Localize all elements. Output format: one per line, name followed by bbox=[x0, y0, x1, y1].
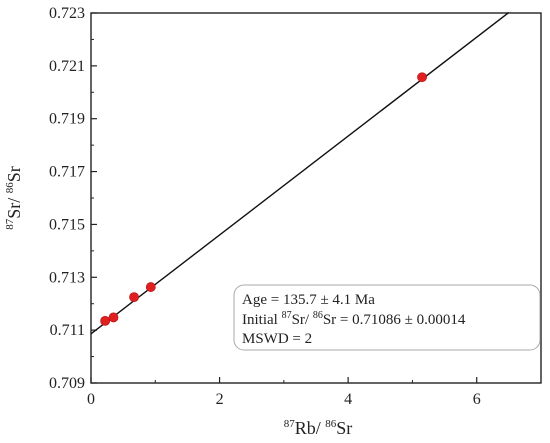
annotation-initial-prefix: Initial bbox=[242, 312, 282, 328]
x-tick-label: 0 bbox=[87, 391, 95, 408]
y-axis-title: 87Sr/ 86Sr bbox=[4, 166, 24, 230]
annotation-initial-sup2: 86 bbox=[313, 310, 323, 321]
x-axis-title: 87Rb/ 86Sr bbox=[284, 418, 353, 438]
y-tick-label: 0.723 bbox=[49, 5, 85, 22]
annotation-initial-mid: Sr/ bbox=[292, 312, 313, 328]
data-point bbox=[108, 312, 119, 323]
regression-line-group bbox=[90, 11, 510, 335]
y-tick-label: 0.713 bbox=[49, 269, 85, 286]
data-point bbox=[100, 315, 111, 326]
y-axis-title-base2: Sr bbox=[4, 166, 24, 182]
y-axis-title-sup2: 86 bbox=[4, 182, 16, 194]
y-tick-label: 0.719 bbox=[49, 111, 85, 128]
data-point bbox=[417, 72, 427, 83]
x-axis-title-base2: Sr bbox=[336, 418, 352, 438]
isochron-regression-line bbox=[90, 11, 510, 335]
y-tick-label: 0.717 bbox=[49, 164, 85, 181]
x-axis-title-sup1: 87 bbox=[284, 418, 296, 430]
y-axis-title-base1: Sr/ bbox=[4, 193, 24, 219]
y-axis-ticks: 0.709 0.711 0.713 0.715 0.717 0.719 0.721 0.723 bbox=[49, 5, 97, 392]
data-points bbox=[100, 72, 427, 326]
annotation-initial-sup1: 87 bbox=[282, 310, 292, 321]
y-tick-label: 0.709 bbox=[49, 375, 85, 392]
annotation-mswd: MSWD = 2 bbox=[242, 331, 312, 347]
y-axis-title-sup1: 87 bbox=[4, 218, 16, 230]
x-tick-label: 6 bbox=[473, 391, 481, 408]
annotation-initial-suffix: Sr = 0.71086 ± 0.00014 bbox=[323, 312, 466, 328]
y-tick-label: 0.715 bbox=[49, 216, 85, 233]
annotation-age: Age = 135.7 ± 4.1 Ma bbox=[242, 292, 375, 308]
x-axis-title-base1: Rb/ bbox=[295, 418, 326, 438]
x-tick-label: 2 bbox=[216, 391, 224, 408]
y-tick-label: 0.711 bbox=[50, 322, 85, 339]
y-tick-label: 0.721 bbox=[49, 58, 85, 75]
x-tick-label: 4 bbox=[344, 391, 352, 408]
data-point bbox=[145, 282, 156, 292]
x-axis-title-sup2: 86 bbox=[325, 418, 337, 430]
annotation-initial-ratio: Initial 87Sr/ 86Sr = 0.71086 ± 0.00014 bbox=[242, 310, 466, 328]
data-point bbox=[129, 292, 139, 303]
x-axis-ticks: 0 2 4 6 bbox=[87, 377, 481, 408]
annotation-box bbox=[233, 284, 541, 351]
